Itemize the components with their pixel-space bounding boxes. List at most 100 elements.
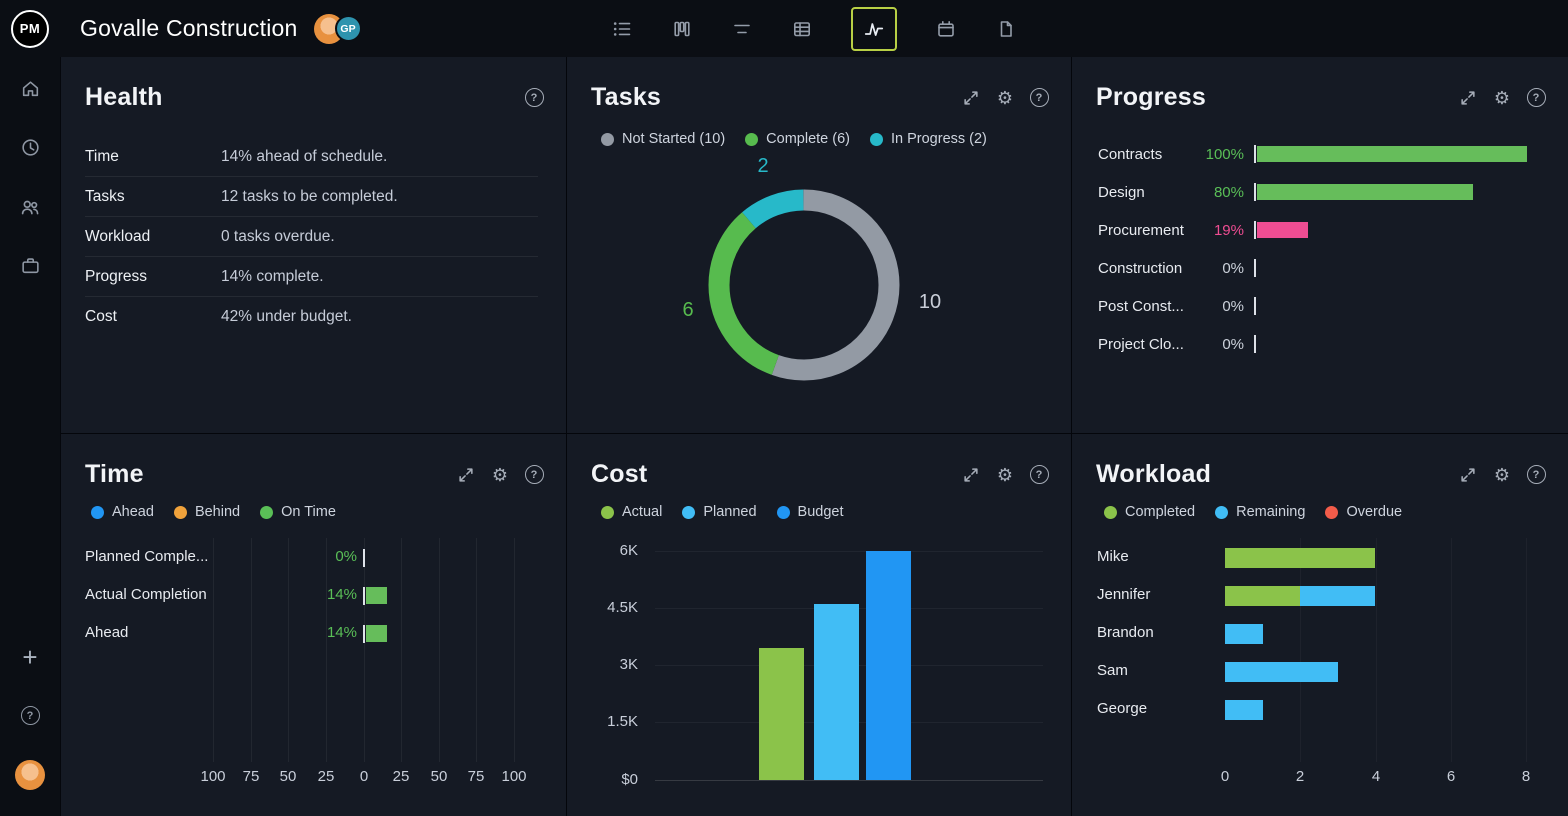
health-row-label: Workload xyxy=(85,227,151,245)
panel-time: Time ⚙ ? Ahead Behind On Time Planned Co… xyxy=(61,434,566,816)
gantt-view-icon[interactable] xyxy=(731,7,753,51)
expand-icon[interactable] xyxy=(456,465,476,485)
workload-bar xyxy=(1225,586,1376,606)
expand-icon[interactable] xyxy=(1458,88,1478,108)
x-axis-label: 100 xyxy=(501,768,527,785)
time-bar xyxy=(366,587,387,604)
health-row-time: Time 14% ahead of schedule. xyxy=(85,137,538,177)
settings-gear-icon[interactable]: ⚙ xyxy=(1493,464,1511,485)
calendar-view-icon[interactable] xyxy=(935,7,957,51)
legend-overdue: Overdue xyxy=(1325,504,1402,520)
health-row-workload: Workload 0 tasks overdue. xyxy=(85,217,538,257)
project-title: Govalle Construction xyxy=(80,15,298,41)
legend-dot xyxy=(1215,505,1229,519)
progress-title: Progress xyxy=(1096,83,1206,111)
dashboard-view-icon[interactable] xyxy=(851,6,897,51)
remaining-segment xyxy=(1225,700,1263,720)
panel-tasks: Tasks ⚙ ? Not Started (10) Complete (6) … xyxy=(567,57,1071,433)
help-icon[interactable]: ? xyxy=(0,686,60,745)
legend-dot xyxy=(601,505,614,519)
progress-row: Contracts 100% xyxy=(1098,135,1550,173)
legend-planned: Planned xyxy=(682,504,757,520)
donut-label-not-started: 10 xyxy=(918,291,942,313)
list-view-icon[interactable] xyxy=(611,7,633,51)
sidebar-nav xyxy=(0,57,60,295)
x-axis-label: 25 xyxy=(392,768,410,785)
recent-clock-icon[interactable] xyxy=(0,118,60,177)
axis-tick xyxy=(1254,221,1256,239)
gridline xyxy=(326,538,327,762)
y-axis-label: 3K xyxy=(619,656,638,673)
time-row-label: Actual Completion xyxy=(85,586,207,603)
settings-gear-icon[interactable]: ⚙ xyxy=(1493,87,1511,108)
home-icon[interactable] xyxy=(0,59,60,118)
health-row-label: Tasks xyxy=(85,187,125,205)
gridline xyxy=(288,538,289,762)
workload-row-name: George xyxy=(1097,700,1148,717)
settings-gear-icon[interactable]: ⚙ xyxy=(491,464,509,485)
x-axis-label: 75 xyxy=(242,768,260,785)
health-row-progress: Progress 14% complete. xyxy=(85,257,538,297)
health-rows: Time 14% ahead of schedule. Tasks 12 tas… xyxy=(85,137,538,337)
workload-legend: Completed Remaining Overdue xyxy=(1104,504,1402,520)
workload-row-name: Mike xyxy=(1097,548,1129,565)
user-avatar[interactable] xyxy=(0,745,60,804)
x-axis-label: 0 xyxy=(359,768,369,785)
add-plus-icon[interactable]: + xyxy=(0,627,60,686)
panel-workload: Workload ⚙ ? Completed Remaining Overdue… xyxy=(1072,434,1568,816)
progress-bar xyxy=(1257,222,1309,238)
axis-tick xyxy=(363,549,365,567)
legend-completed: Completed xyxy=(1104,504,1195,520)
gridline xyxy=(1376,538,1377,762)
cost-chart: 6K 4.5K 3K 1.5K $0 xyxy=(567,434,1071,816)
legend-dot xyxy=(869,132,883,146)
progress-row: Construction 0% xyxy=(1098,249,1550,287)
x-axis-label: 0 xyxy=(1220,768,1230,785)
workload-title: Workload xyxy=(1096,460,1212,488)
help-icon[interactable]: ? xyxy=(524,465,544,485)
help-icon[interactable]: ? xyxy=(1526,88,1546,108)
legend-budget: Budget xyxy=(776,504,844,520)
gridline xyxy=(1526,538,1527,762)
health-row-label: Progress xyxy=(85,267,148,285)
help-icon[interactable]: ? xyxy=(524,88,544,108)
view-switcher xyxy=(60,0,1568,57)
health-row-cost: Cost 42% under budget. xyxy=(85,297,538,337)
settings-gear-icon[interactable]: ⚙ xyxy=(996,87,1014,108)
settings-gear-icon[interactable]: ⚙ xyxy=(996,464,1014,485)
help-icon[interactable]: ? xyxy=(1029,465,1049,485)
cost-legend: Actual Planned Budget xyxy=(601,504,844,520)
team-people-icon[interactable] xyxy=(0,177,60,236)
legend-actual: Actual xyxy=(601,504,662,520)
help-icon[interactable]: ? xyxy=(1526,465,1546,485)
pm-logo[interactable]: PM xyxy=(11,9,49,48)
sheet-view-icon[interactable] xyxy=(791,7,813,51)
time-row-pct: 14% xyxy=(326,586,357,603)
health-row-label: Time xyxy=(85,147,119,165)
gridline xyxy=(655,551,1043,552)
help-icon[interactable]: ? xyxy=(1029,88,1049,108)
donut-label-in-progress: 2 xyxy=(757,155,769,177)
gridline xyxy=(213,538,214,762)
axis-tick xyxy=(363,587,365,605)
board-view-icon[interactable] xyxy=(671,7,693,51)
health-row-value: 42% under budget. xyxy=(221,308,352,325)
legend-dot xyxy=(260,505,274,519)
member-badge[interactable]: GP xyxy=(334,15,362,42)
tasks-legend: Not Started (10) Complete (6) In Progres… xyxy=(601,131,987,147)
workload-row-name: Jennifer xyxy=(1097,586,1151,603)
portfolio-briefcase-icon[interactable] xyxy=(0,236,60,295)
document-view-icon[interactable] xyxy=(995,7,1017,51)
expand-icon[interactable] xyxy=(1458,465,1478,485)
legend-behind: Behind xyxy=(173,504,240,520)
y-axis-label: 1.5K xyxy=(607,713,638,730)
time-chart: Planned Comple... 0% Actual Completion 1… xyxy=(61,434,566,816)
expand-icon[interactable] xyxy=(961,465,981,485)
topbar: PM Govalle Construction GP xyxy=(0,0,1568,57)
x-axis-label: 100 xyxy=(200,768,226,785)
expand-icon[interactable] xyxy=(961,88,981,108)
legend-dot xyxy=(745,132,759,146)
completed-segment xyxy=(1225,548,1376,568)
legend-not-started: Not Started (10) xyxy=(601,131,725,147)
completed-segment xyxy=(1225,586,1301,606)
